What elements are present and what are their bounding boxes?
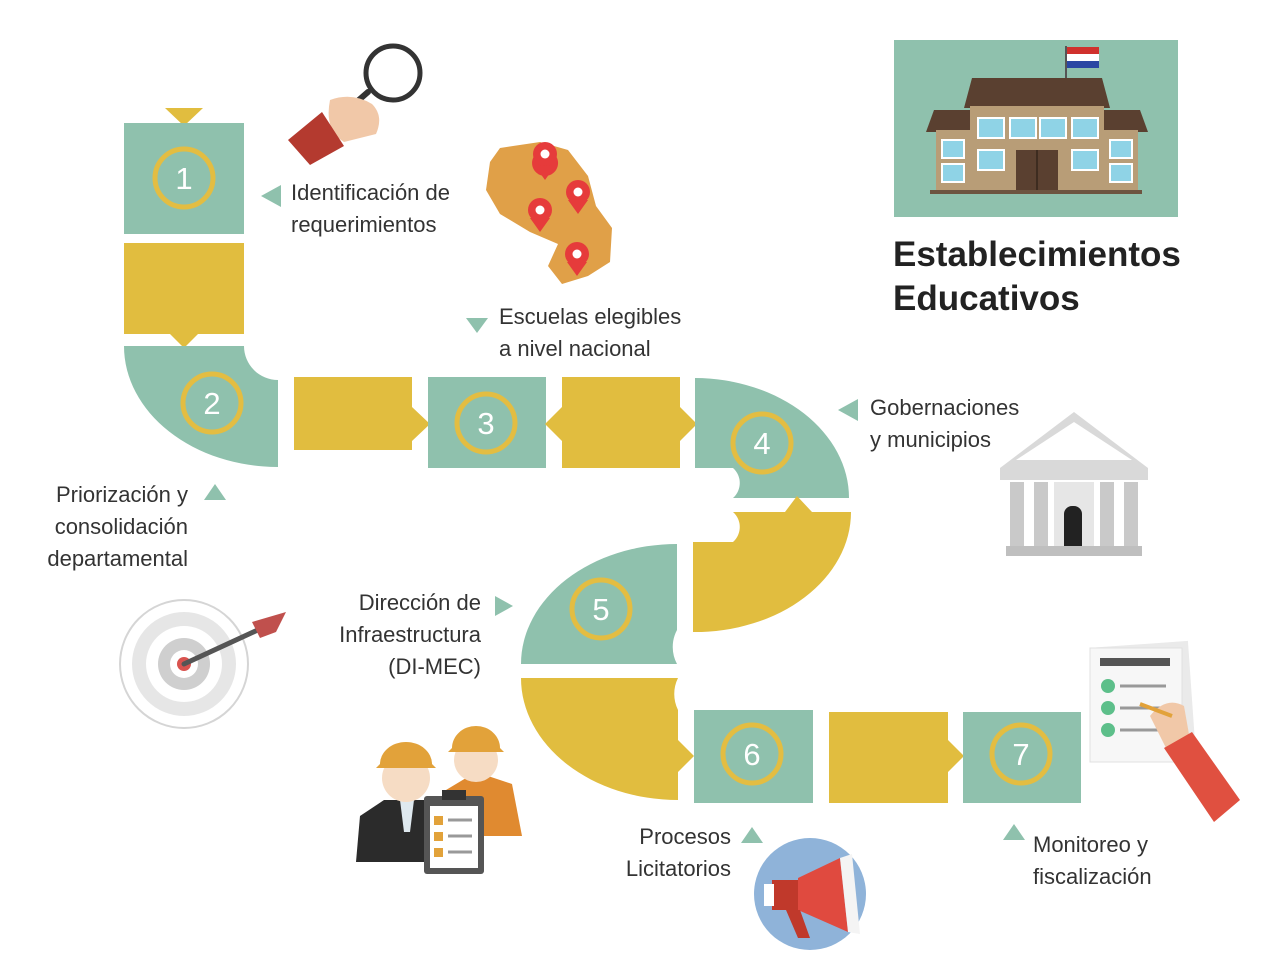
school-building-icon [894, 40, 1178, 217]
map-icon [486, 142, 612, 284]
connector-1-2 [124, 243, 244, 334]
step-5-marker: 5 [569, 577, 633, 641]
step-6-label-line-1: Procesos [639, 824, 731, 849]
workers-icon [356, 726, 522, 874]
magnifier-icon [288, 43, 423, 165]
connector-2-3 [294, 377, 430, 450]
step-5-number: 5 [592, 592, 609, 627]
title-line-2: Educativos [893, 279, 1080, 318]
step-7-label-line-2: fiscalización [1033, 864, 1152, 889]
title-line-1: Establecimientos [893, 235, 1181, 274]
step-5-label-line-3: (DI-MEC) [388, 654, 481, 679]
step-4-label-line-1: Gobernaciones [870, 395, 1019, 420]
step-6-marker: 6 [720, 722, 784, 786]
megaphone-icon [754, 838, 866, 950]
label-pointers [204, 185, 1025, 843]
step-3-number: 3 [477, 406, 494, 441]
process-path [124, 108, 1081, 803]
step-4-label-line-2: y municipios [870, 427, 991, 452]
step-1-marker: 1 [152, 146, 216, 210]
step-2-label-line-2: consolidación [55, 514, 188, 539]
step-3-label-line-1: Escuelas elegibles [499, 304, 681, 329]
step-1-label-line-2: requerimientos [291, 212, 437, 237]
step-2-tile [124, 346, 278, 467]
pointer-step-2 [204, 484, 226, 500]
target-icon [119, 599, 286, 729]
step-2-number: 2 [203, 386, 220, 421]
step-6-label-line-2: Licitatorios [626, 856, 731, 881]
step-7-number: 7 [1012, 737, 1029, 772]
step-4-number: 4 [753, 426, 770, 461]
checklist-icon [1089, 640, 1240, 822]
connector-5-6 [521, 678, 694, 800]
pointer-step-5 [495, 596, 513, 616]
step-1-label-line-1: Identificación de [291, 180, 450, 205]
step-2-label-line-1: Priorización y [56, 482, 188, 507]
step-5-label-line-2: Infraestructura [339, 622, 482, 647]
step-5-label-line-1: Dirección de [359, 590, 481, 615]
step-7-marker: 7 [989, 722, 1053, 786]
step-4-tile [695, 378, 849, 498]
step-3-marker: 3 [454, 391, 518, 455]
start-arrow [165, 108, 203, 126]
step-1-number: 1 [175, 161, 192, 196]
step-7-label-line-1: Monitoreo y [1033, 832, 1148, 857]
step-4-marker: 4 [730, 411, 794, 475]
connector-4-5 [693, 496, 852, 633]
step-6-number: 6 [743, 737, 760, 772]
connector-6-7 [829, 712, 964, 803]
pointer-step-3 [466, 318, 488, 333]
step-5-tile [521, 544, 677, 664]
pointer-step-1 [261, 185, 281, 207]
pointer-step-7 [1003, 824, 1025, 840]
connector-3-4 [545, 377, 697, 468]
pointer-step-4 [838, 399, 858, 421]
step-1-tile [124, 123, 244, 234]
step-3-label-line-2: a nivel nacional [499, 336, 651, 361]
step-2-marker: 2 [180, 371, 244, 435]
pointer-step-6 [741, 827, 763, 843]
government-building-icon [1000, 412, 1148, 556]
step-2-label-line-3: departamental [47, 546, 188, 571]
